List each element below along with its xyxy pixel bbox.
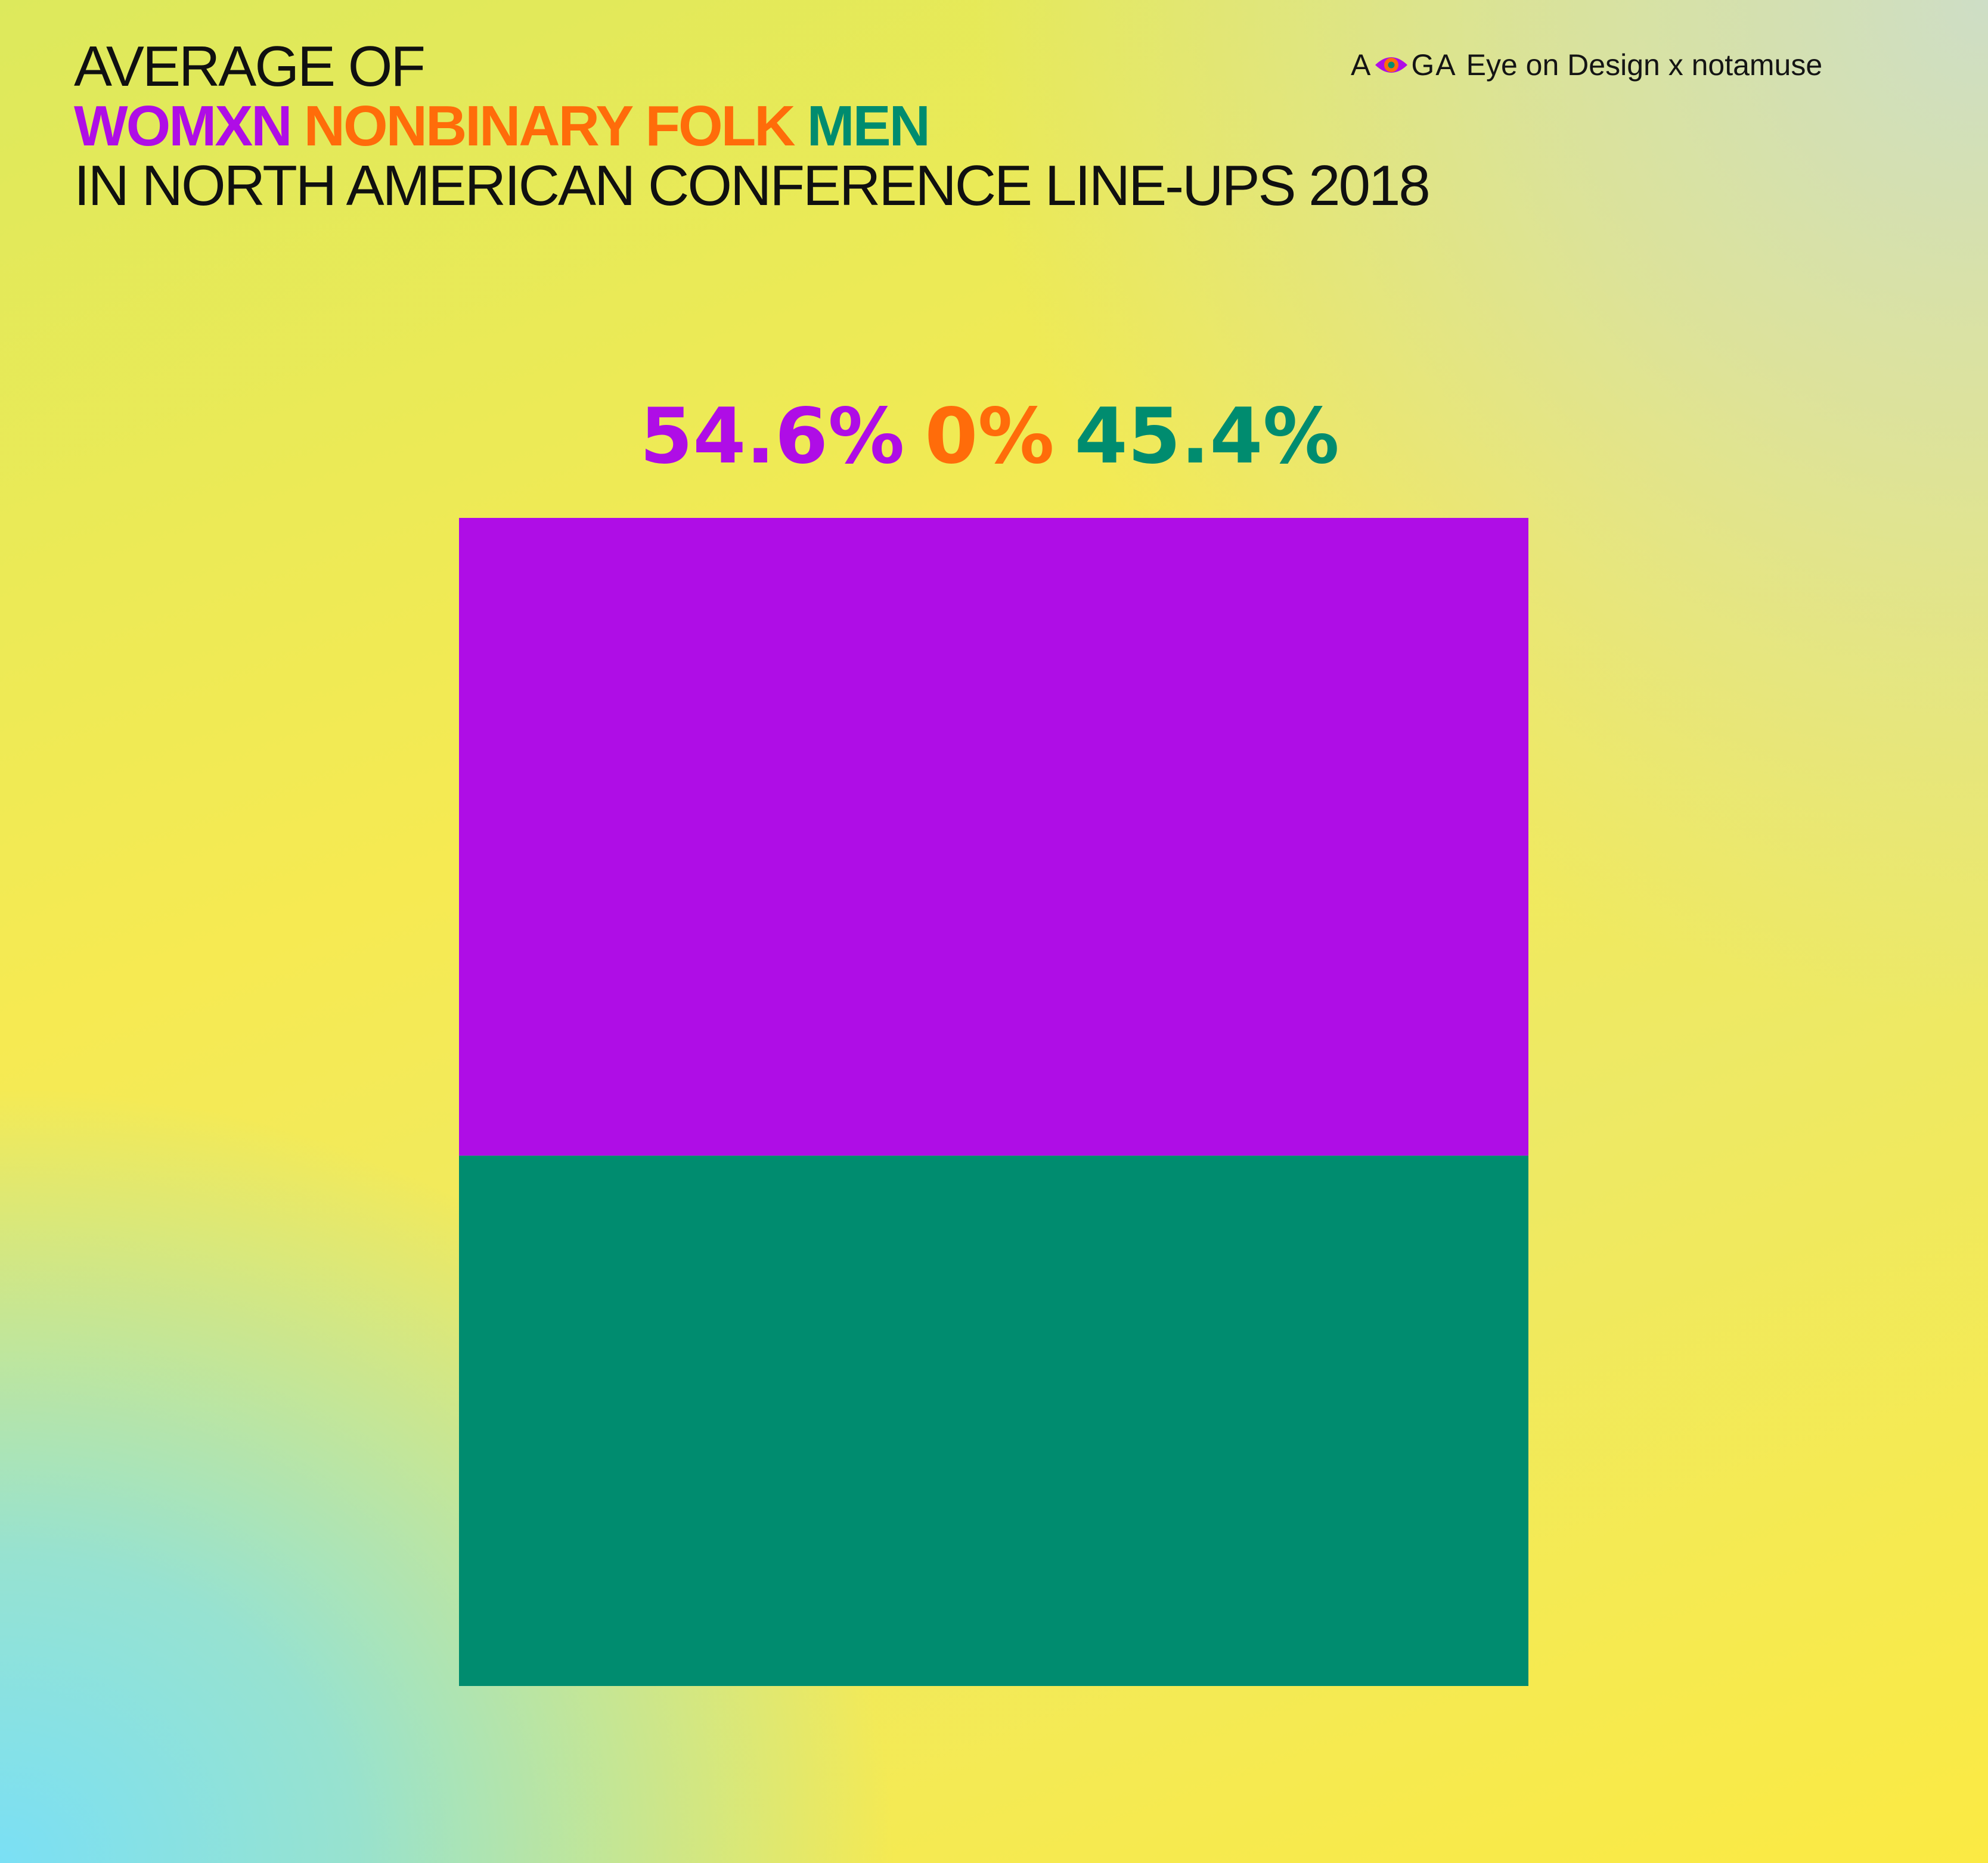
bar-segment-womxn [459,518,1528,1156]
bars [459,518,1528,1686]
logo-letters-ga: GA [1411,48,1457,82]
title-category-men: MEN [807,94,931,158]
title-category-nonbinary: NONBINARY FOLK [303,94,796,158]
eye-icon [1375,57,1408,73]
chart-title: AVERAGE OF WOMXN NONBINARY FOLK MEN IN NOR… [74,35,1431,218]
value-labels-text: 54.6% 0% 45.4% [640,392,1339,481]
credit-text: Eye on Design x notamuse [1466,48,1823,82]
credit: A GA Eye on Design x notamuse [1351,44,1822,86]
logo-letter-a: A [1351,48,1372,82]
value-label-nonbinary-folk: 0% [925,392,1054,481]
value-labels: 54.6% 0% 45.4% [640,392,1339,481]
title-categories: WOMXN NONBINARY FOLK MEN [74,97,1429,156]
title-line-3: IN NORTH AMERICAN CONFERENCE LINE-UPS 20… [74,154,1431,218]
title-line-1: AVERAGE OF [74,35,426,98]
bar-segment-men [459,1156,1528,1686]
title-category-womxn: WOMXN [74,94,293,158]
value-label-womxn: 54.6% [640,392,904,481]
value-label-men: 45.4% [1075,392,1339,481]
aiga-logo: A GA [1351,44,1457,86]
